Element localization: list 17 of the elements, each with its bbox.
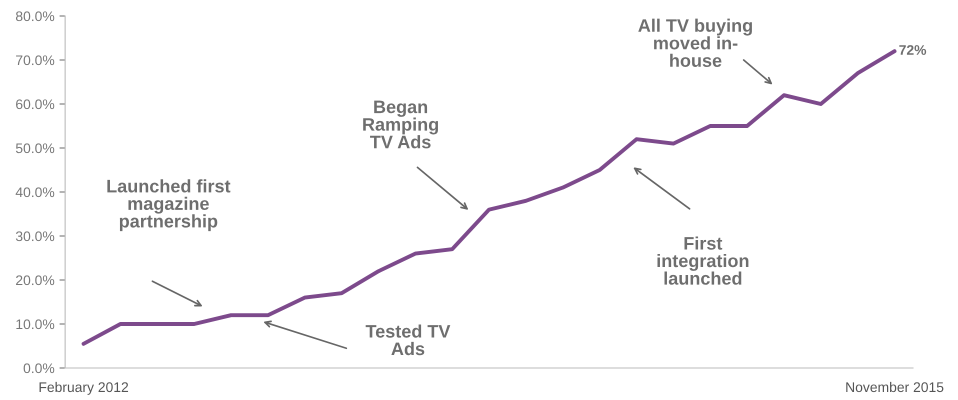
y-tick-label: 10.0% — [16, 319, 54, 330]
annotation: First integration launched — [657, 236, 748, 285]
y-tick-label: 50.0% — [16, 143, 54, 154]
y-tick-label: 0.0% — [24, 363, 54, 374]
annotation: Tested TV Ads — [366, 324, 450, 356]
annotation: Launched first magazine partnership — [107, 179, 230, 232]
y-tick-label: 60.0% — [16, 99, 54, 110]
y-tick-label: 40.0% — [16, 187, 54, 198]
annotation: Began Ramping TV Ads — [363, 100, 438, 148]
data-label: 72% — [899, 45, 926, 55]
y-tick-label: 70.0% — [16, 55, 54, 66]
y-tick-label: 20.0% — [16, 275, 54, 286]
x-tick-label: February 2012 — [40, 382, 128, 395]
y-tick-label: 80.0% — [16, 11, 54, 22]
y-tick-label: 30.0% — [16, 231, 54, 242]
x-tick-label: November 2015 — [846, 382, 944, 392]
annotation: All TV buying moved in- house — [638, 18, 752, 67]
